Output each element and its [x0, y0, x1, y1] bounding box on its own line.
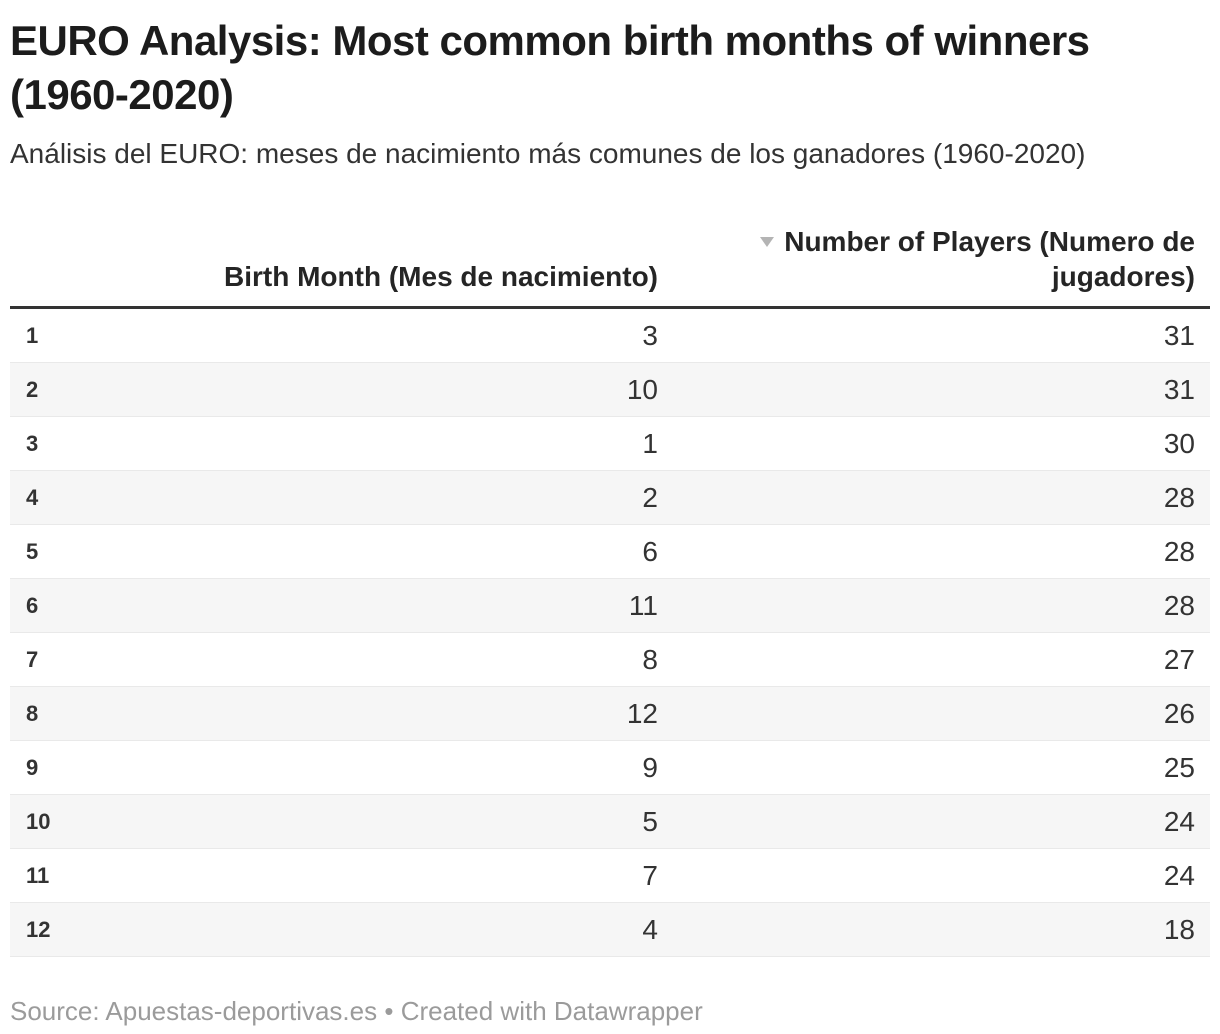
- column-header-players-label: Number of Players (Numero de jugadores): [784, 226, 1195, 292]
- birth-month-cell: 7: [70, 848, 658, 903]
- column-header-birth-month-label: Birth Month (Mes de nacimiento): [224, 261, 658, 292]
- table-row: 11 7 24: [10, 848, 1210, 903]
- birth-month-cell: 3: [70, 307, 658, 363]
- column-header-players[interactable]: Number of Players (Numero de jugadores): [658, 224, 1210, 309]
- birth-month-cell: 9: [70, 740, 658, 795]
- players-count-cell: 24: [658, 794, 1210, 849]
- row-index-cell: 7: [10, 632, 70, 687]
- table-row: 7 8 27: [10, 632, 1210, 687]
- source-line: Source: Apuestas-deportivas.es • Created…: [10, 997, 1210, 1025]
- players-count-cell: 28: [658, 470, 1210, 525]
- row-index-cell: 5: [10, 524, 70, 579]
- table-row: 8 12 26: [10, 686, 1210, 741]
- birth-month-cell: 11: [70, 578, 658, 633]
- birth-month-cell: 2: [70, 470, 658, 525]
- table-row: 6 11 28: [10, 578, 1210, 633]
- data-table: Birth Month (Mes de nacimiento) Number o…: [10, 224, 1210, 957]
- table-row: 5 6 28: [10, 524, 1210, 579]
- row-index-cell: 2: [10, 362, 70, 417]
- players-count-cell: 26: [658, 686, 1210, 741]
- source-label: Source:: [10, 996, 100, 1026]
- row-index-cell: 10: [10, 794, 70, 849]
- players-count-cell: 28: [658, 578, 1210, 633]
- table-row: 10 5 24: [10, 794, 1210, 849]
- players-count-cell: 28: [658, 524, 1210, 579]
- birth-month-cell: 10: [70, 362, 658, 417]
- table-row: 1 3 31: [10, 307, 1210, 363]
- table-body: 1 3 31 2 10 31 3 1 30 4 2 28 5 6 28 6 1: [10, 307, 1210, 957]
- sort-descending-icon: [760, 237, 775, 247]
- players-count-cell: 31: [658, 362, 1210, 417]
- birth-month-cell: 4: [70, 902, 658, 957]
- birth-month-cell: 5: [70, 794, 658, 849]
- table-row: 4 2 28: [10, 470, 1210, 525]
- players-count-cell: 25: [658, 740, 1210, 795]
- row-index-cell: 12: [10, 902, 70, 957]
- column-header-row-index: [10, 224, 70, 309]
- row-index-cell: 9: [10, 740, 70, 795]
- birth-month-cell: 6: [70, 524, 658, 579]
- separator-dot: •: [384, 996, 394, 1026]
- row-index-cell: 11: [10, 848, 70, 903]
- row-index-cell: 3: [10, 416, 70, 471]
- players-count-cell: 27: [658, 632, 1210, 687]
- players-count-cell: 24: [658, 848, 1210, 903]
- table-row: 3 1 30: [10, 416, 1210, 471]
- chart-header: EURO Analysis: Most common birth months …: [10, 14, 1210, 170]
- birth-month-cell: 1: [70, 416, 658, 471]
- birth-month-cell: 12: [70, 686, 658, 741]
- players-count-cell: 31: [658, 307, 1210, 363]
- players-count-cell: 18: [658, 902, 1210, 957]
- column-header-birth-month[interactable]: Birth Month (Mes de nacimiento): [70, 224, 658, 309]
- source-link[interactable]: Apuestas-deportivas.es: [105, 996, 378, 1026]
- page-title: EURO Analysis: Most common birth months …: [10, 17, 1090, 118]
- table-row: 12 4 18: [10, 902, 1210, 957]
- chart-footer: Source: Apuestas-deportivas.es • Created…: [10, 997, 1210, 1025]
- birth-month-cell: 8: [70, 632, 658, 687]
- page-subtitle: Análisis del EURO: meses de nacimiento m…: [10, 138, 1086, 169]
- datawrapper-credit-link[interactable]: Created with Datawrapper: [400, 996, 703, 1026]
- table-header-row: Birth Month (Mes de nacimiento) Number o…: [10, 224, 1210, 309]
- table-row: 9 9 25: [10, 740, 1210, 795]
- row-index-cell: 1: [10, 307, 70, 363]
- row-index-cell: 4: [10, 470, 70, 525]
- row-index-cell: 8: [10, 686, 70, 741]
- table-row: 2 10 31: [10, 362, 1210, 417]
- players-count-cell: 30: [658, 416, 1210, 471]
- row-index-cell: 6: [10, 578, 70, 633]
